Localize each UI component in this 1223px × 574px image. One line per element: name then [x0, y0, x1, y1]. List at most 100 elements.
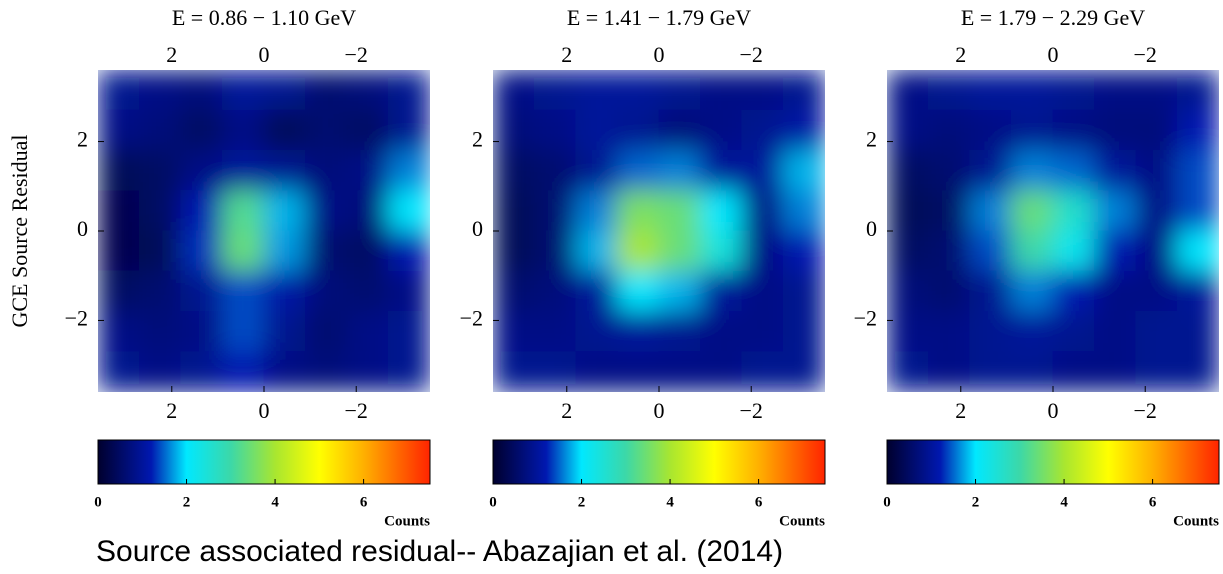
heatmap-cell	[98, 351, 141, 392]
heatmap-cell	[305, 311, 348, 352]
heatmap-cell	[700, 150, 743, 191]
heatmap-cell	[181, 110, 224, 151]
heatmap-cell	[222, 271, 265, 312]
heatmap-cell	[887, 150, 930, 191]
heatmap-cells	[887, 70, 1220, 393]
heatmap-cell	[181, 190, 224, 231]
heatmap-cell	[98, 231, 141, 272]
heatmap-cell	[928, 311, 971, 352]
heatmap-cell	[659, 150, 702, 191]
colorbar-label: Counts	[779, 513, 825, 529]
heatmap-cell	[887, 110, 930, 151]
heatmap-cell	[970, 351, 1013, 392]
heatmap-cell	[783, 311, 826, 352]
heatmap-cell	[534, 231, 577, 272]
heatmap-cell	[139, 311, 182, 352]
heatmap-cell	[181, 311, 224, 352]
heatmap-cell	[222, 110, 265, 151]
heatmap-cell	[98, 271, 141, 312]
heatmap-cell	[970, 311, 1013, 352]
heatmap-cell	[305, 150, 348, 191]
heatmap-cell	[1136, 70, 1179, 111]
x-tick-label: −2	[1134, 398, 1157, 423]
heatmap-cell	[181, 231, 224, 272]
heatmap-cell	[347, 231, 390, 272]
heatmap-cell	[783, 231, 826, 272]
heatmap-cell	[887, 271, 930, 312]
x-tick-label-top: 2	[955, 42, 966, 67]
heatmap-cell	[700, 311, 743, 352]
heatmap-cell	[1011, 311, 1054, 352]
heatmap-cell	[1011, 231, 1054, 272]
colorbar-tick-label: 0	[883, 494, 891, 510]
heatmap-cell	[493, 351, 536, 392]
x-tick-label-top: −2	[1134, 42, 1157, 67]
heatmap-cell	[347, 311, 390, 352]
heatmap-cells	[98, 70, 431, 393]
colorbar-tick-label: 2	[183, 494, 191, 510]
heatmap-cell	[1136, 231, 1179, 272]
heatmap-cell	[388, 271, 431, 312]
heatmap-cell	[534, 311, 577, 352]
heatmap-cell	[1011, 271, 1054, 312]
heatmap-cell	[1053, 231, 1096, 272]
heatmap-cell	[347, 351, 390, 392]
heatmap-cell	[305, 351, 348, 392]
y-axis-label: GCE Source Residual	[7, 134, 32, 327]
heatmap-cell	[1136, 190, 1179, 231]
heatmap-cell	[1177, 150, 1220, 191]
heatmap-cell	[98, 70, 141, 111]
heatmap-cell	[98, 110, 141, 151]
heatmap-cell	[1094, 351, 1137, 392]
heatmap-cell	[1177, 110, 1220, 151]
heatmap-cell	[1177, 311, 1220, 352]
heatmap-cell	[659, 231, 702, 272]
heatmap-cell	[783, 70, 826, 111]
heatmap-cell	[1136, 110, 1179, 151]
heatmap-cell	[222, 150, 265, 191]
heatmap-cell	[388, 150, 431, 191]
heatmap-cell	[534, 271, 577, 312]
heatmap-cell	[264, 70, 307, 111]
x-tick-label: 0	[259, 398, 270, 423]
heatmap-cell	[493, 190, 536, 231]
heatmap-cell	[222, 70, 265, 111]
x-tick-label-top: 2	[166, 42, 177, 67]
y-tick-label: −2	[65, 305, 88, 330]
heatmap-cell	[659, 190, 702, 231]
heatmap-cell	[347, 271, 390, 312]
heatmap-cell	[887, 311, 930, 352]
x-tick-label-top: 0	[654, 42, 665, 67]
heatmap-cell	[700, 271, 743, 312]
heatmap-cell	[139, 351, 182, 392]
heatmap-cell	[264, 150, 307, 191]
x-tick-label: 0	[654, 398, 665, 423]
x-tick-label-top: 0	[1048, 42, 1059, 67]
heatmap-cell	[1094, 311, 1137, 352]
heatmap-cell	[98, 190, 141, 231]
heatmap-cell	[617, 150, 660, 191]
heatmap-cell	[181, 70, 224, 111]
heatmap-cell	[98, 150, 141, 191]
heatmap-cell	[534, 190, 577, 231]
x-tick-label: −2	[345, 398, 368, 423]
heatmap-cell	[139, 150, 182, 191]
heatmap-cell	[1177, 271, 1220, 312]
y-tick-label: 0	[77, 216, 88, 241]
heatmap-cell	[617, 351, 660, 392]
heatmap-cell	[264, 351, 307, 392]
heatmap-cell	[576, 70, 619, 111]
heatmap-cell	[222, 231, 265, 272]
heatmap-cell	[783, 190, 826, 231]
y-tick-label: 2	[472, 127, 483, 152]
heatmap-cell	[970, 231, 1013, 272]
heatmap-cell	[1053, 351, 1096, 392]
heatmap-cell	[928, 231, 971, 272]
heatmap-cell	[305, 231, 348, 272]
heatmap-cell	[264, 311, 307, 352]
x-tick-label-top: 2	[561, 42, 572, 67]
heatmap-cell	[388, 311, 431, 352]
heatmap-cell	[700, 190, 743, 231]
heatmap-cell	[928, 190, 971, 231]
